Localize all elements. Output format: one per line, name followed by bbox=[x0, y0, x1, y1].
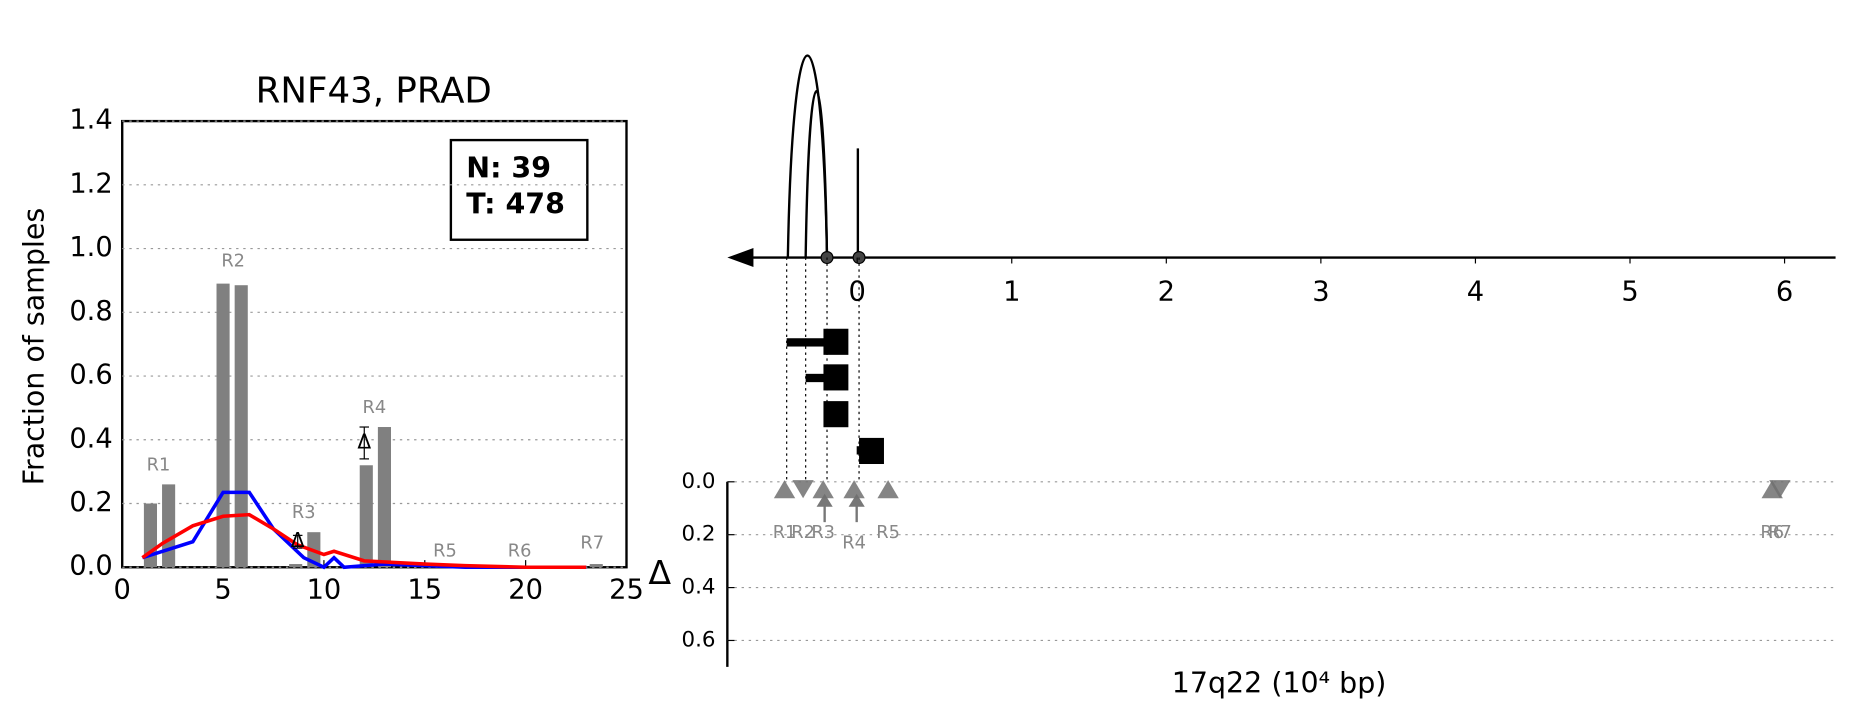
region-marker bbox=[773, 480, 796, 499]
arrow-head bbox=[848, 493, 865, 507]
region-label: R3 bbox=[811, 522, 835, 543]
axis-arrow bbox=[727, 248, 754, 268]
y-axis-label: Δ bbox=[648, 553, 671, 592]
region-label: R2 bbox=[221, 250, 245, 271]
bar bbox=[359, 465, 373, 568]
region-label: R4 bbox=[842, 533, 866, 554]
region-label: R6 bbox=[1760, 522, 1784, 543]
region-label: R3 bbox=[292, 502, 316, 523]
x-tick-label: 10 bbox=[307, 574, 342, 605]
y-tick-label: 0.4 bbox=[69, 423, 112, 454]
y-tick-label: 1.0 bbox=[69, 232, 112, 263]
intron bbox=[805, 373, 825, 383]
y-tick-label: 1.4 bbox=[69, 105, 112, 136]
delta-marker: Δ bbox=[357, 429, 371, 453]
intron bbox=[786, 338, 825, 347]
legend-text: N: 39 bbox=[466, 152, 551, 185]
x-tick-label: 20 bbox=[508, 574, 543, 605]
x-tick-label: 4 bbox=[1467, 277, 1484, 308]
plot-frame bbox=[121, 119, 628, 569]
region-label: R7 bbox=[1768, 522, 1792, 543]
region-label: R7 bbox=[580, 532, 604, 553]
x-tick-label: 1 bbox=[1003, 277, 1020, 308]
density-line bbox=[141, 512, 587, 570]
region-marker bbox=[877, 480, 899, 499]
arrow-head bbox=[816, 493, 833, 507]
y-tick-label: 0.2 bbox=[682, 522, 716, 547]
x-tick-label: 0 bbox=[849, 277, 866, 308]
region-marker bbox=[812, 480, 834, 499]
region-label: R1 bbox=[147, 454, 171, 475]
region-marker bbox=[1769, 480, 1791, 499]
region-label: R4 bbox=[363, 397, 387, 418]
arc bbox=[804, 89, 829, 258]
x-tick-label: 5 bbox=[1621, 277, 1638, 308]
region-label: R5 bbox=[433, 540, 457, 561]
x-tick-label: 6 bbox=[1776, 277, 1793, 308]
y-tick-label: 0.6 bbox=[69, 360, 112, 391]
bar bbox=[216, 283, 230, 568]
x-tick-label: 25 bbox=[609, 574, 644, 605]
legend-box bbox=[449, 138, 589, 241]
x-tick-label: 2 bbox=[1158, 277, 1175, 308]
bar bbox=[589, 564, 603, 568]
x-axis-label: 17q22 (10⁴ bp) bbox=[1172, 667, 1387, 700]
exon bbox=[859, 437, 884, 465]
x-tick-label: 15 bbox=[407, 574, 442, 605]
bar bbox=[162, 484, 176, 568]
y-tick-label: 0.2 bbox=[69, 487, 112, 518]
x-tick-label: 3 bbox=[1312, 277, 1329, 308]
region-label: R6 bbox=[508, 540, 532, 561]
y-tick-label: 0.4 bbox=[682, 575, 716, 600]
exon bbox=[823, 401, 849, 428]
bar bbox=[234, 285, 248, 568]
region-marker bbox=[792, 480, 814, 499]
y-tick-label: 0.0 bbox=[69, 551, 112, 582]
region-marker bbox=[843, 480, 865, 499]
delta-marker: Δ bbox=[291, 528, 305, 552]
y-tick-label: 0.8 bbox=[69, 296, 112, 327]
transcripts bbox=[786, 328, 884, 465]
x-tick-label: 5 bbox=[214, 574, 231, 605]
bar bbox=[377, 427, 391, 568]
exon bbox=[823, 328, 849, 355]
arrows bbox=[816, 493, 865, 523]
gene-structure bbox=[741, 54, 1836, 259]
y-tick-label: 1.2 bbox=[69, 168, 112, 199]
y-tick-label: 0.6 bbox=[682, 627, 716, 652]
region-label: R1 bbox=[773, 522, 797, 543]
region-label: R2 bbox=[791, 522, 815, 543]
x-tick-label: 0 bbox=[114, 574, 131, 605]
region-label: R5 bbox=[876, 522, 900, 543]
exon bbox=[823, 364, 849, 391]
chart-title: RNF43, PRAD bbox=[256, 71, 492, 112]
bar bbox=[289, 564, 303, 568]
y-tick-label: 0.0 bbox=[682, 469, 716, 494]
y-axis-label: Fraction of samples bbox=[18, 208, 51, 486]
legend-text: T: 478 bbox=[466, 187, 565, 220]
guides bbox=[786, 257, 860, 482]
